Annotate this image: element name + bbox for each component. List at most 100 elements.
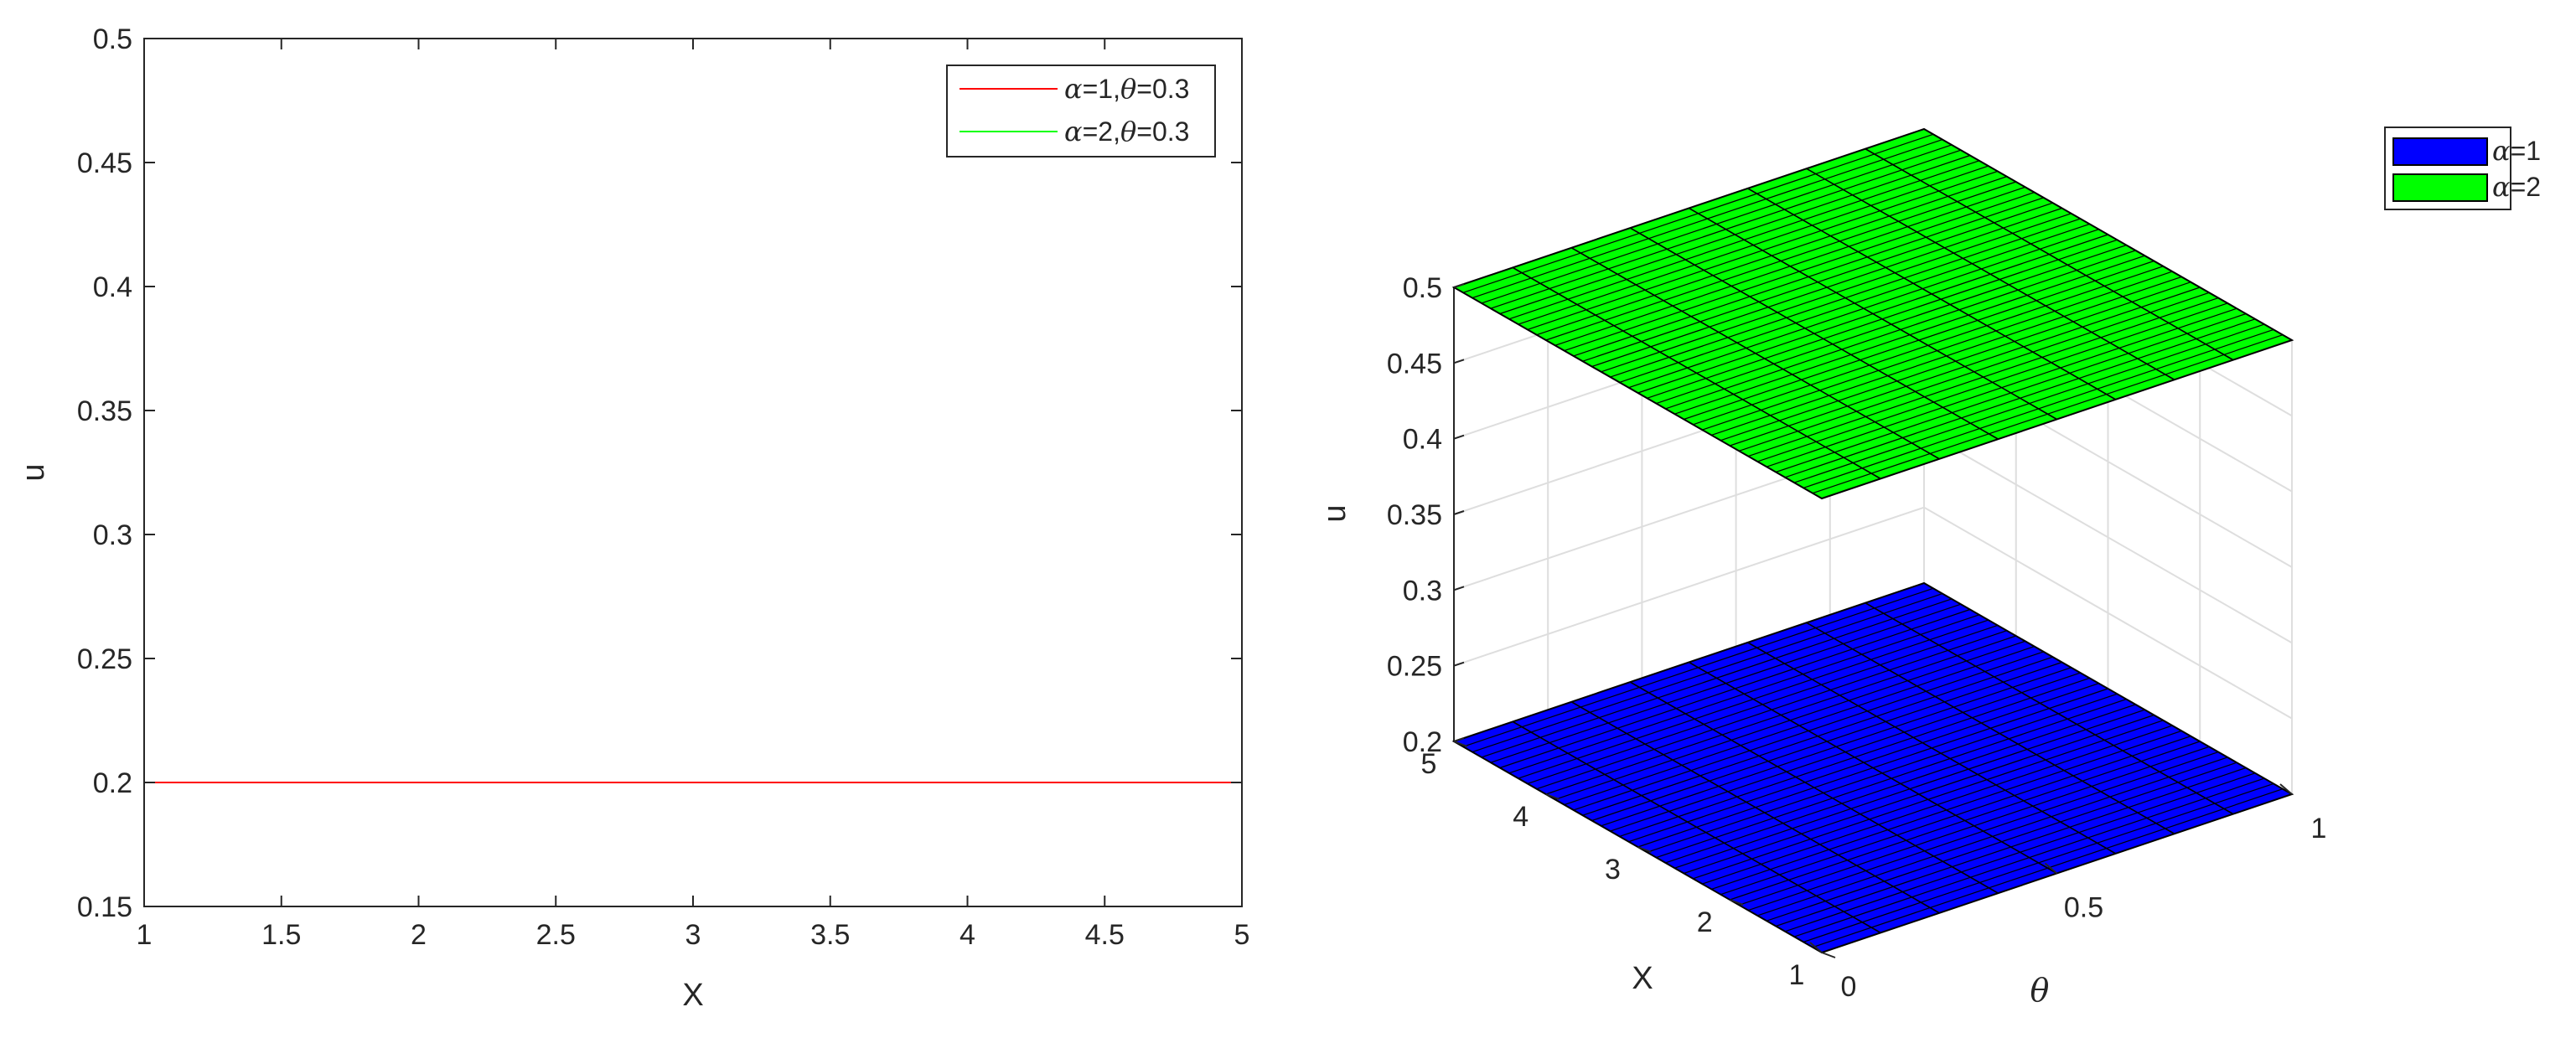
mesh-line [1674, 709, 2145, 869]
mesh-line [1656, 699, 2127, 859]
y-tick-label: 0.35 [77, 395, 132, 427]
mesh-line [1756, 302, 2228, 462]
z-tick-mark [1453, 737, 1465, 742]
plot-area [144, 39, 1242, 906]
x-tick-mark-3d [1821, 952, 1836, 958]
z-tick-label: 0.35 [1387, 499, 1442, 531]
x-tick-label: 3.5 [810, 919, 850, 951]
legend-swatch-alpha-2 [2392, 173, 2488, 202]
z-tick-label: 0.25 [1387, 651, 1442, 683]
mesh-line [1730, 741, 2201, 901]
mesh-line [1739, 292, 2210, 452]
x-tick-label-3d: 5 [1421, 748, 1437, 780]
mesh-line [1499, 608, 1971, 769]
z-tick-mark [1453, 661, 1465, 667]
z-tick-label: 0.2 [1403, 726, 1442, 758]
x-tick-label: 2.5 [536, 919, 576, 951]
mesh-line [1693, 266, 2164, 426]
mesh-line [1527, 170, 1998, 330]
z-tick-mark [1453, 586, 1465, 591]
grid-line [1923, 431, 2293, 644]
legend-entry-alpha-2: α=2 [2492, 171, 2541, 203]
mesh-line [1748, 751, 2219, 911]
mesh-line [1582, 656, 2053, 816]
y-tick-label: 0.45 [77, 147, 132, 179]
surface-alpha-2 [1451, 127, 2294, 500]
mesh-line [1784, 772, 2256, 932]
theta-tick-label: 0 [1841, 971, 1857, 1003]
grid-line [1923, 506, 2293, 720]
mesh-line [1711, 276, 2182, 436]
z-tick-mark [1453, 283, 1465, 288]
mesh-line [1490, 149, 1962, 309]
mesh-line [1527, 624, 1998, 784]
mesh-line [1647, 239, 2118, 399]
y-tick-label: 0.25 [77, 643, 132, 675]
mesh-line [1462, 133, 1934, 293]
x-tick-label: 4.5 [1085, 919, 1125, 951]
mesh-line [1748, 297, 2219, 457]
x-tick-mark-3d [1729, 899, 1744, 906]
z-tick-mark [1453, 434, 1465, 440]
x-tick-label: 3 [685, 919, 701, 951]
x-tick-label: 4 [960, 919, 975, 951]
tick-group: 1 1.5 2 2.5 3 3.5 4 4.5 5 0.15 0.2 0.25 0.3 0.35 0.4 0.… [77, 23, 1250, 951]
theta-tick-mark [2279, 783, 2293, 795]
tick-group-3d: 0 0.5 1 1 2 3 4 50.2 0.25 0.3 0.35 0.4 0.45 0.5 [1387, 272, 2327, 1003]
mesh-line [1775, 312, 2247, 473]
legend-entry-alpha-1: α=1 [2492, 135, 2541, 167]
mesh-line [1545, 181, 2016, 341]
mesh-line [1730, 287, 2201, 447]
mesh-line [1472, 593, 1943, 753]
mesh-line [1784, 318, 2256, 478]
mesh-line [1803, 328, 2274, 488]
mesh-line [1628, 683, 2099, 843]
mesh-line [1739, 746, 2210, 906]
surface-chart: 0 0.5 1 1 2 3 4 50.2 0.25 0.3 0.35 0.4 0.45 0.5 θ X u… [1317, 127, 2541, 1009]
mesh-line [1490, 603, 1962, 763]
z-tick-label: 0.5 [1403, 272, 1442, 304]
x-tick-label-3d: 2 [1697, 906, 1713, 938]
x-tick-label-3d: 4 [1513, 801, 1529, 833]
z-tick-label: 0.45 [1387, 348, 1442, 380]
z-tick-mark [1453, 359, 1465, 364]
y-tick-label: 0.2 [93, 767, 132, 799]
x-tick-label: 1.5 [261, 919, 301, 951]
mesh-line [1684, 260, 2154, 421]
mesh-line [1766, 307, 2237, 467]
theta-tick-mark [1809, 942, 1823, 953]
theta-tick-label: 1 [2311, 813, 2327, 844]
mesh-line [1545, 635, 2016, 795]
mesh-line [1647, 693, 2118, 853]
mesh-line [1812, 788, 2284, 948]
mesh-line [1536, 176, 2007, 336]
mesh-line [1702, 725, 2173, 885]
mesh-line [1481, 598, 1953, 758]
mesh-line [1610, 218, 2081, 378]
mesh-line [1564, 646, 2035, 806]
x-axis-label-3d: X [1632, 961, 1653, 996]
mesh-line [1536, 630, 2007, 790]
y-tick-label: 0.3 [93, 519, 132, 551]
theta-tick-label: 0.5 [2064, 892, 2103, 924]
mesh-line [1711, 730, 2182, 890]
mesh-line [1674, 255, 2145, 415]
mesh-line [1619, 223, 2090, 383]
x-axis-label: X [682, 978, 703, 1013]
x-tick-label-3d: 3 [1605, 854, 1621, 886]
z-tick-label: 0.3 [1403, 575, 1442, 607]
mesh-line [1481, 144, 1953, 304]
mesh-line [1610, 672, 2081, 832]
mesh-line [1756, 757, 2228, 917]
grid-line [1453, 506, 1925, 667]
mesh-line [1601, 667, 2072, 827]
legend-swatch-alpha-1 [2392, 137, 2488, 166]
x-tick-mark-3d [1637, 846, 1652, 853]
line-chart: 1 1.5 2 2.5 3 3.5 4 4.5 5 0.15 0.2 0.25 0.3 0.35 0.4 0.… [16, 23, 1249, 1013]
surface-alpha-1 [1451, 581, 2294, 954]
mesh-line [1693, 720, 2164, 880]
mesh-line [1573, 197, 2044, 357]
y-axis-label: u [16, 463, 51, 481]
x-tick-label: 5 [1234, 919, 1250, 951]
